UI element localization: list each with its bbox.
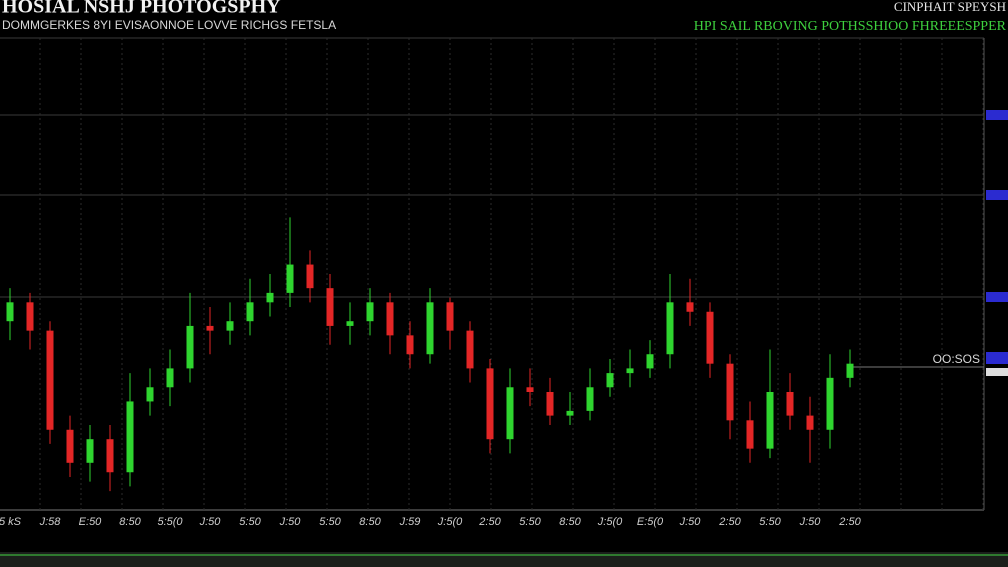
candle-body xyxy=(366,302,374,322)
x-tick-label: 8:50 xyxy=(119,516,141,528)
candle-body xyxy=(586,387,594,411)
x-tick-label: 5:50 xyxy=(319,516,341,528)
x-tick-label: J:50 xyxy=(679,516,702,528)
x-tick-label: J:58 xyxy=(39,516,62,528)
candle-body xyxy=(346,321,354,326)
candle-body xyxy=(166,368,174,388)
candle-body xyxy=(486,368,494,440)
candle-body xyxy=(746,420,754,449)
candle-body xyxy=(46,330,54,430)
x-tick-label: 5 kS xyxy=(0,516,22,528)
candle-body xyxy=(606,373,614,388)
candle-body xyxy=(6,302,14,322)
candle-body xyxy=(306,264,314,289)
candle-body xyxy=(146,387,154,402)
candle-body xyxy=(246,302,254,322)
candle-body xyxy=(646,354,654,369)
chart-title: HOSIAL NSHJ PHOTOGSPHY xyxy=(2,0,281,18)
candle-body xyxy=(666,302,674,355)
candle-body xyxy=(546,392,554,416)
axis-tag xyxy=(986,368,1008,376)
candle-body xyxy=(326,288,334,326)
subtitle: DOMMGERKES 8YI EVISAONNOE LOVVE RICHGS F… xyxy=(2,18,336,32)
candle-body xyxy=(766,392,774,449)
candle-body xyxy=(566,410,574,416)
x-tick-label: 2:50 xyxy=(478,516,501,528)
x-tick-label: J:59 xyxy=(399,516,421,528)
candle-body xyxy=(386,302,394,336)
x-tick-label: 8:50 xyxy=(559,516,581,528)
x-tick-label: J:50 xyxy=(799,516,822,528)
candle-body xyxy=(86,439,94,463)
price-line-label: OO:SOS xyxy=(933,352,980,366)
candle-body xyxy=(626,368,634,374)
candle-body xyxy=(106,439,114,473)
candle-body xyxy=(426,302,434,355)
candle-body xyxy=(826,377,834,430)
candle-body xyxy=(406,335,414,355)
axis-tag xyxy=(986,190,1008,200)
x-tick-label: J:50 xyxy=(199,516,222,528)
candle-body xyxy=(126,401,134,473)
candle-body xyxy=(206,325,214,331)
candle-body xyxy=(806,415,814,430)
axis-tag xyxy=(986,352,1008,364)
candle-body xyxy=(446,302,454,331)
x-tick-label: 5:50 xyxy=(239,516,261,528)
candle-body xyxy=(66,429,74,463)
candle-body xyxy=(506,387,514,440)
candle-body xyxy=(266,292,274,303)
candle-body xyxy=(226,321,234,331)
x-tick-label: 5:5(0 xyxy=(157,516,183,528)
x-tick-label: J:5(0 xyxy=(597,516,623,528)
x-tick-label: E:50 xyxy=(79,516,103,528)
candle-body xyxy=(726,363,734,421)
x-tick-label: E:5(0 xyxy=(637,516,664,528)
candle-body xyxy=(526,387,534,392)
axis-tag xyxy=(986,110,1008,120)
x-tick-label: 2:50 xyxy=(718,516,741,528)
x-tick-label: 8:50 xyxy=(359,516,381,528)
top-right-title: CINPHAIT SPEYSH xyxy=(894,0,1006,14)
candle-body xyxy=(686,302,694,312)
x-tick-label: 5:50 xyxy=(519,516,541,528)
candle-body xyxy=(706,311,714,364)
axis-tag xyxy=(986,292,1008,302)
candle-body xyxy=(26,302,34,331)
x-tick-label: J:50 xyxy=(279,516,302,528)
candle-body xyxy=(186,325,194,369)
x-tick-label: J:5(0 xyxy=(437,516,463,528)
x-tick-label: 2:50 xyxy=(838,516,861,528)
top-right-legend: HPI SAIL RBOVING POTHSSHIOO FHREEESPPER xyxy=(694,19,1007,34)
candle-body xyxy=(286,264,294,293)
x-tick-label: 5:50 xyxy=(759,516,781,528)
candle-body xyxy=(846,363,854,378)
candle-body xyxy=(466,330,474,369)
candle-body xyxy=(786,392,794,416)
